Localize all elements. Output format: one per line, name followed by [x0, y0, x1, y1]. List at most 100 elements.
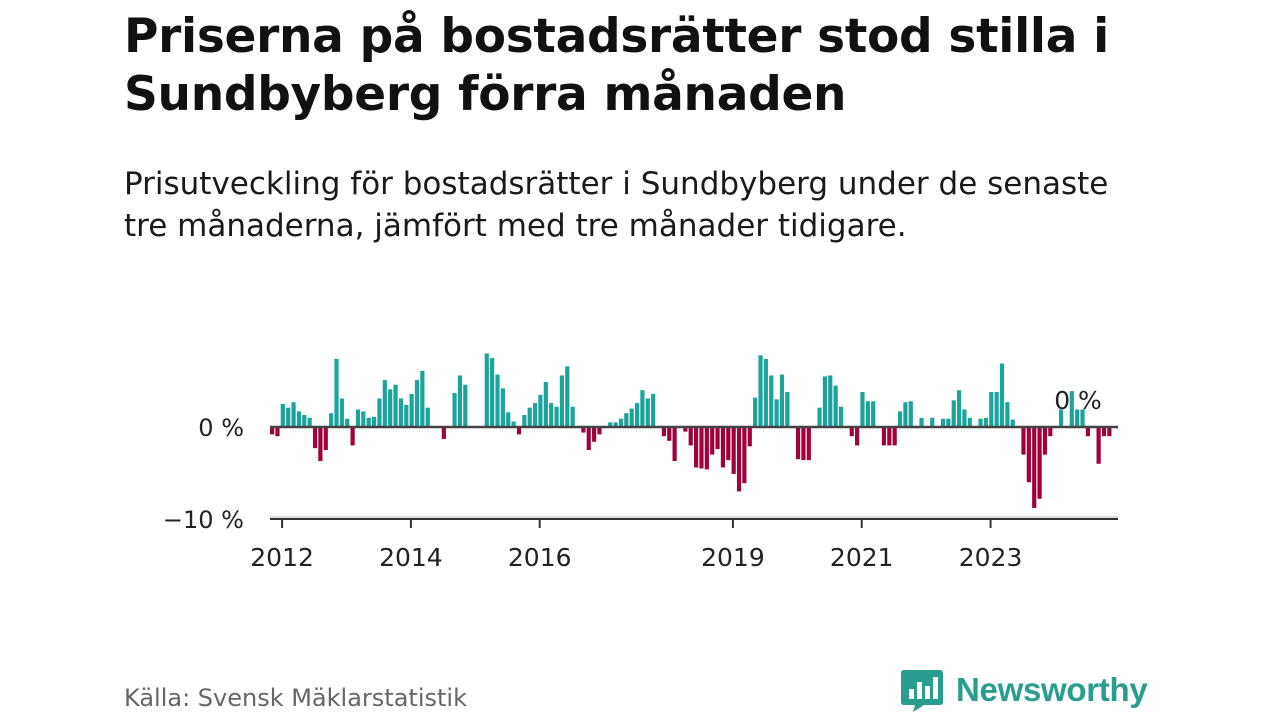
bar	[527, 407, 532, 427]
x-tick-label: 2014	[379, 543, 443, 572]
x-tick-label: 2019	[701, 543, 765, 572]
bar	[586, 427, 591, 450]
bar	[366, 417, 371, 427]
bar	[946, 418, 951, 427]
bar	[785, 392, 790, 427]
bar	[919, 417, 924, 427]
bar-chart: 0 % −10 %2012 2014 2016 2019 2021 2023 0 %	[163, 353, 1118, 572]
bar	[280, 404, 285, 427]
bar	[1080, 409, 1085, 427]
bar	[371, 416, 377, 427]
bar	[393, 384, 398, 427]
bar	[318, 427, 323, 462]
bar	[409, 393, 414, 427]
bar	[1032, 427, 1037, 508]
bar	[897, 411, 903, 427]
bar	[871, 401, 876, 427]
bar	[704, 427, 709, 470]
bar	[608, 422, 613, 427]
bar	[1005, 402, 1010, 427]
bar	[334, 358, 339, 427]
bar	[683, 427, 688, 432]
bar	[307, 417, 312, 427]
bar	[865, 401, 870, 427]
bar	[1096, 427, 1101, 464]
bar	[291, 402, 296, 427]
y-tick-label: −10 %	[163, 506, 244, 534]
bar	[817, 407, 822, 427]
bar	[339, 398, 344, 427]
bar	[404, 404, 409, 427]
bar	[452, 392, 457, 427]
bar	[382, 380, 387, 427]
bar	[388, 389, 393, 427]
bar	[758, 355, 763, 427]
bar	[645, 398, 650, 427]
bar	[420, 370, 425, 427]
bar	[543, 381, 548, 427]
bar	[930, 417, 935, 427]
bar	[624, 413, 629, 427]
bar	[345, 418, 350, 427]
bar	[629, 408, 634, 427]
bar	[597, 427, 602, 435]
bar	[720, 427, 726, 468]
bar	[511, 421, 516, 427]
bar	[565, 366, 570, 427]
bar	[978, 418, 983, 427]
bar	[549, 403, 554, 427]
bar	[1037, 427, 1042, 499]
bar	[962, 409, 967, 427]
bar	[618, 418, 624, 427]
bar	[881, 427, 887, 446]
bar	[699, 427, 704, 469]
bar	[999, 363, 1005, 427]
bar	[833, 385, 838, 427]
bar	[801, 427, 806, 461]
bar	[892, 427, 897, 446]
bar	[967, 417, 972, 427]
bar	[414, 380, 420, 427]
bar	[634, 403, 640, 427]
bar	[350, 427, 355, 446]
bar	[398, 398, 403, 427]
bar	[667, 427, 672, 441]
source-note: Källa: Svensk Mäklarstatistik	[124, 684, 467, 712]
last-value-label: 0 %	[1054, 386, 1102, 415]
bar	[329, 413, 334, 427]
bar	[731, 427, 736, 474]
newsworthy-logo[interactable]: Newsworthy	[900, 668, 1148, 712]
bar	[779, 374, 785, 427]
brand-name: Newsworthy	[956, 671, 1148, 708]
chart-labels: 0 % −10 %2012 2014 2016 2019 2021 2023 0 %	[163, 386, 1102, 572]
bar	[753, 397, 758, 427]
bar	[355, 409, 361, 427]
bar	[769, 375, 774, 427]
bar	[532, 403, 538, 427]
bar	[538, 394, 543, 427]
bar	[661, 427, 666, 437]
bar	[613, 422, 618, 427]
chart-title: Priserna på bostadsrätter stod stilla i …	[124, 9, 1109, 122]
bar	[1021, 427, 1026, 455]
bar	[651, 393, 656, 427]
bar	[989, 392, 994, 427]
bar	[592, 427, 597, 442]
bar	[302, 415, 307, 427]
bar	[425, 407, 430, 427]
bar	[742, 427, 747, 484]
bar	[983, 417, 989, 427]
bar	[640, 390, 645, 427]
bar	[736, 427, 742, 492]
bar	[1075, 409, 1080, 427]
bar-series	[270, 353, 1112, 508]
bar	[688, 427, 693, 446]
bar	[377, 398, 382, 427]
bar	[1101, 427, 1107, 437]
bar	[516, 427, 522, 435]
bar	[312, 427, 318, 449]
bar	[838, 406, 844, 427]
bar	[747, 427, 752, 447]
bar	[500, 388, 505, 427]
bar	[694, 427, 699, 468]
